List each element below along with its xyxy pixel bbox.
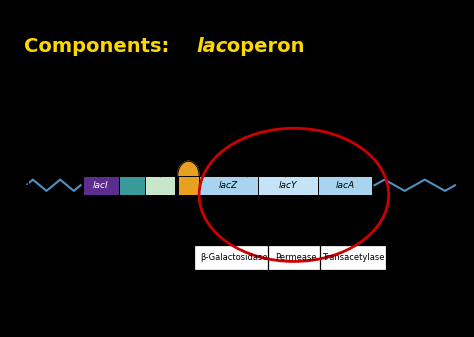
Bar xyxy=(83,176,118,195)
Text: Hydrolyze
lactose into
glucose and
galactose: Hydrolyze lactose into glucose and galac… xyxy=(208,282,260,324)
Text: DNA: DNA xyxy=(7,180,31,190)
Bar xyxy=(258,176,318,195)
Bar xyxy=(318,176,372,195)
Text: lac: lac xyxy=(197,37,228,56)
Text: β-Galactosidase: β-Galactosidase xyxy=(200,253,267,262)
Text: lacZ: lacZ xyxy=(219,181,238,190)
FancyBboxPatch shape xyxy=(194,245,273,270)
Bar xyxy=(118,176,145,195)
Bar xyxy=(145,176,175,195)
Polygon shape xyxy=(178,161,199,176)
Text: lac operon: lac operon xyxy=(222,93,273,103)
Text: Components:: Components: xyxy=(24,37,176,56)
Text: operon: operon xyxy=(220,37,305,56)
FancyBboxPatch shape xyxy=(268,245,325,270)
Text: Lactose
transporter
(into cell): Lactose transporter (into cell) xyxy=(272,282,320,313)
Bar xyxy=(178,176,199,195)
Text: Transacetylase: Transacetylase xyxy=(322,253,384,262)
Text: Adds acetyl
group to
galactose: Adds acetyl group to galactose xyxy=(328,282,378,313)
Text: Operator: Operator xyxy=(168,218,209,227)
Text: Permease: Permease xyxy=(275,253,317,262)
Text: Structural Genes: Structural Genes xyxy=(244,122,327,132)
Text: lacA: lacA xyxy=(335,181,355,190)
Text: lacY: lacY xyxy=(279,181,297,190)
Text: Regulatory
Gene: Regulatory Gene xyxy=(61,218,110,237)
Text: lacI: lacI xyxy=(93,181,109,190)
Bar xyxy=(199,176,258,195)
FancyBboxPatch shape xyxy=(320,245,386,270)
Text: Promoter: Promoter xyxy=(137,122,182,132)
